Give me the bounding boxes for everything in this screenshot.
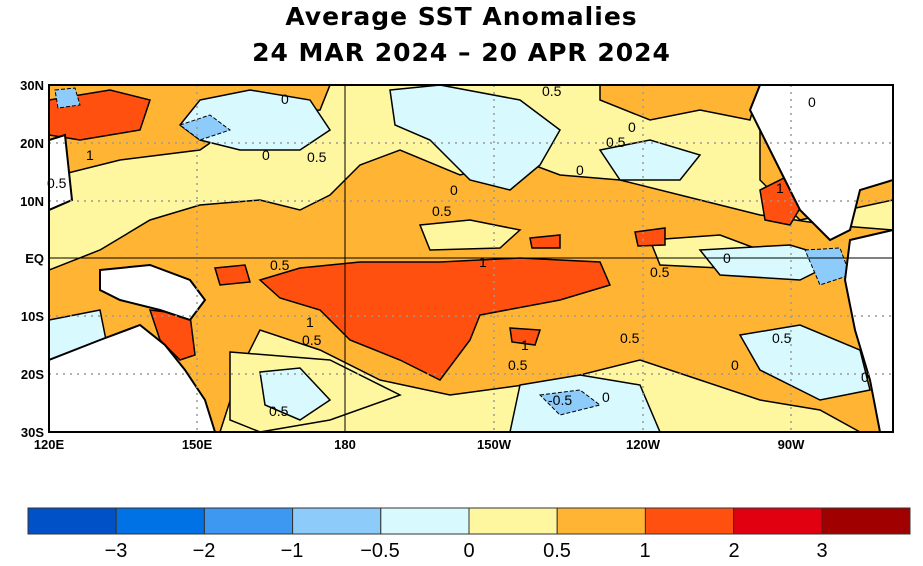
contour-label: 0 [576,162,584,178]
central-america [748,85,893,242]
contour-label: 1 [776,180,784,196]
lat-tick-label: 20N [20,136,44,151]
lon-tick-label: 180 [334,437,356,452]
colorbar-swatch [292,507,382,535]
colorbar-swatch [27,507,117,535]
colorbar-swatch [644,507,735,535]
colorbar-label: −1 [281,540,304,562]
colorbar [27,507,911,535]
philippines [49,133,74,212]
australia [49,323,217,432]
land [49,85,893,432]
contour-label: 1 [521,337,529,353]
lon-tick-label: 120W [626,437,661,452]
contour-label: 0 [808,94,816,110]
colorbar-swatch [556,507,646,535]
contour-label: 0.5 [772,330,792,346]
contour-label: 0.5 [650,264,670,280]
contour-label: 0 [450,182,458,198]
contour-label: 0.5 [542,83,562,99]
contour-label: 0.5 [270,257,290,273]
contour-label: 0 [262,147,270,163]
title-line-1: Average SST Anomalies [285,2,638,31]
colorbar-swatch [468,507,558,535]
lat-tick-label: 10N [20,194,44,209]
lat-tick-label: 30S [21,425,44,440]
contour-label: -0.5 [548,392,572,408]
anomaly-negative-0.5-0-regions [49,85,871,432]
longitude-axis: 120E 150E 180 150W 120W 90W [34,437,805,452]
anomaly-negative-1-0.5-regions [54,87,851,416]
contour-label: 0.5 [269,403,289,419]
new-guinea [99,263,207,322]
contour-label: 0.5 [307,149,327,165]
latitude-axis: 30N 20N 10N EQ 10S 20S 30S [20,78,44,440]
colorbar-swatch [203,507,294,535]
contour-label: 0.5 [432,203,452,219]
contour-label: 0 [628,119,636,135]
colorbar-labels: −3 −2 −1 −0.5 0 0.5 1 2 3 [105,540,828,562]
contour-labels: 1 0.5 0 0.5 0 0.5 0 0.5 0 0 0.5 1 0.5 1 … [47,83,869,419]
colorbar-label: 0 [463,540,474,562]
colorbar-swatch [733,507,823,535]
lon-tick-label: 90W [778,437,805,452]
colorbar-swatch [115,507,205,535]
lon-tick-label: 120E [34,437,65,452]
contour-label: 0.5 [620,330,640,346]
colorbar-label: −3 [105,540,128,562]
colorbar-swatch [380,507,470,535]
lat-tick-label: EQ [25,251,44,266]
lat-tick-label: 30N [20,78,44,93]
contour-label: 0.5 [606,134,626,150]
south-america [843,228,893,432]
contour-label: 0 [731,357,739,373]
colorbar-label: 3 [816,540,827,562]
colorbar-label: 2 [728,540,739,562]
colorbar-label: −0.5 [360,540,399,562]
lat-tick-label: 20S [21,367,44,382]
lon-tick-label: 150E [182,437,213,452]
contour-label: 0 [281,91,289,107]
title-line-2: 24 MAR 2024 – 20 APR 2024 [252,38,671,67]
lon-tick-label: 150W [477,437,512,452]
lat-tick-label: 10S [21,309,44,324]
colorbar-label: 1 [639,540,650,562]
grid-lines [49,85,893,432]
contour-label: 0 [861,369,869,385]
contour-label: 0 [602,389,610,405]
colorbar-label: 0.5 [543,540,571,562]
contour-label: 0.5 [47,175,67,191]
contour-label: 0.5 [302,332,322,348]
contour-label: 0.5 [508,357,528,373]
colorbar-swatch [821,507,911,535]
contour-label: 1 [306,314,314,330]
colorbar-label: −2 [193,540,216,562]
map-frame [48,84,894,433]
contour-label: 1 [86,147,94,163]
contour-label: 1 [479,254,487,270]
contour-label: 0 [723,250,731,266]
